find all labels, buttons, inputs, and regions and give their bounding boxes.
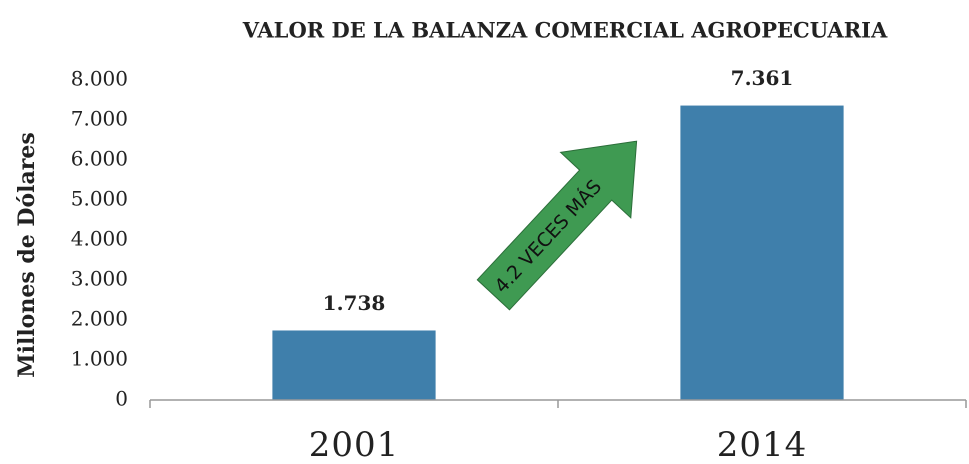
y-tick-label: 1.000: [71, 347, 128, 371]
y-tick-label: 8.000: [71, 67, 128, 91]
annotation: 4.2 VECES MÁS: [490, 175, 606, 298]
value-label: 7.361: [731, 66, 794, 90]
y-tick-label: 6.000: [71, 147, 128, 171]
x-tick-label: 2014: [717, 425, 808, 464]
y-tick-label: 2.000: [71, 307, 128, 331]
bar: [272, 330, 436, 400]
x-tick-label: 2001: [309, 425, 400, 464]
arrow-shape: [476, 140, 638, 311]
y-tick-label: 0: [115, 387, 128, 411]
value-label: 1.738: [323, 291, 386, 315]
y-tick-label: 3.000: [71, 267, 128, 291]
bar: [680, 105, 844, 400]
y-tick-label: 7.000: [71, 107, 128, 131]
y-axis-label: Millones de Dólares: [14, 132, 40, 378]
y-tick-label: 4.000: [71, 227, 128, 251]
arrow: 4.2 VECES MÁS: [476, 140, 638, 311]
y-tick-label: 5.000: [71, 187, 128, 211]
chart-title: VALOR DE LA BALANZA COMERCIAL AGROPECUAR…: [242, 18, 888, 43]
